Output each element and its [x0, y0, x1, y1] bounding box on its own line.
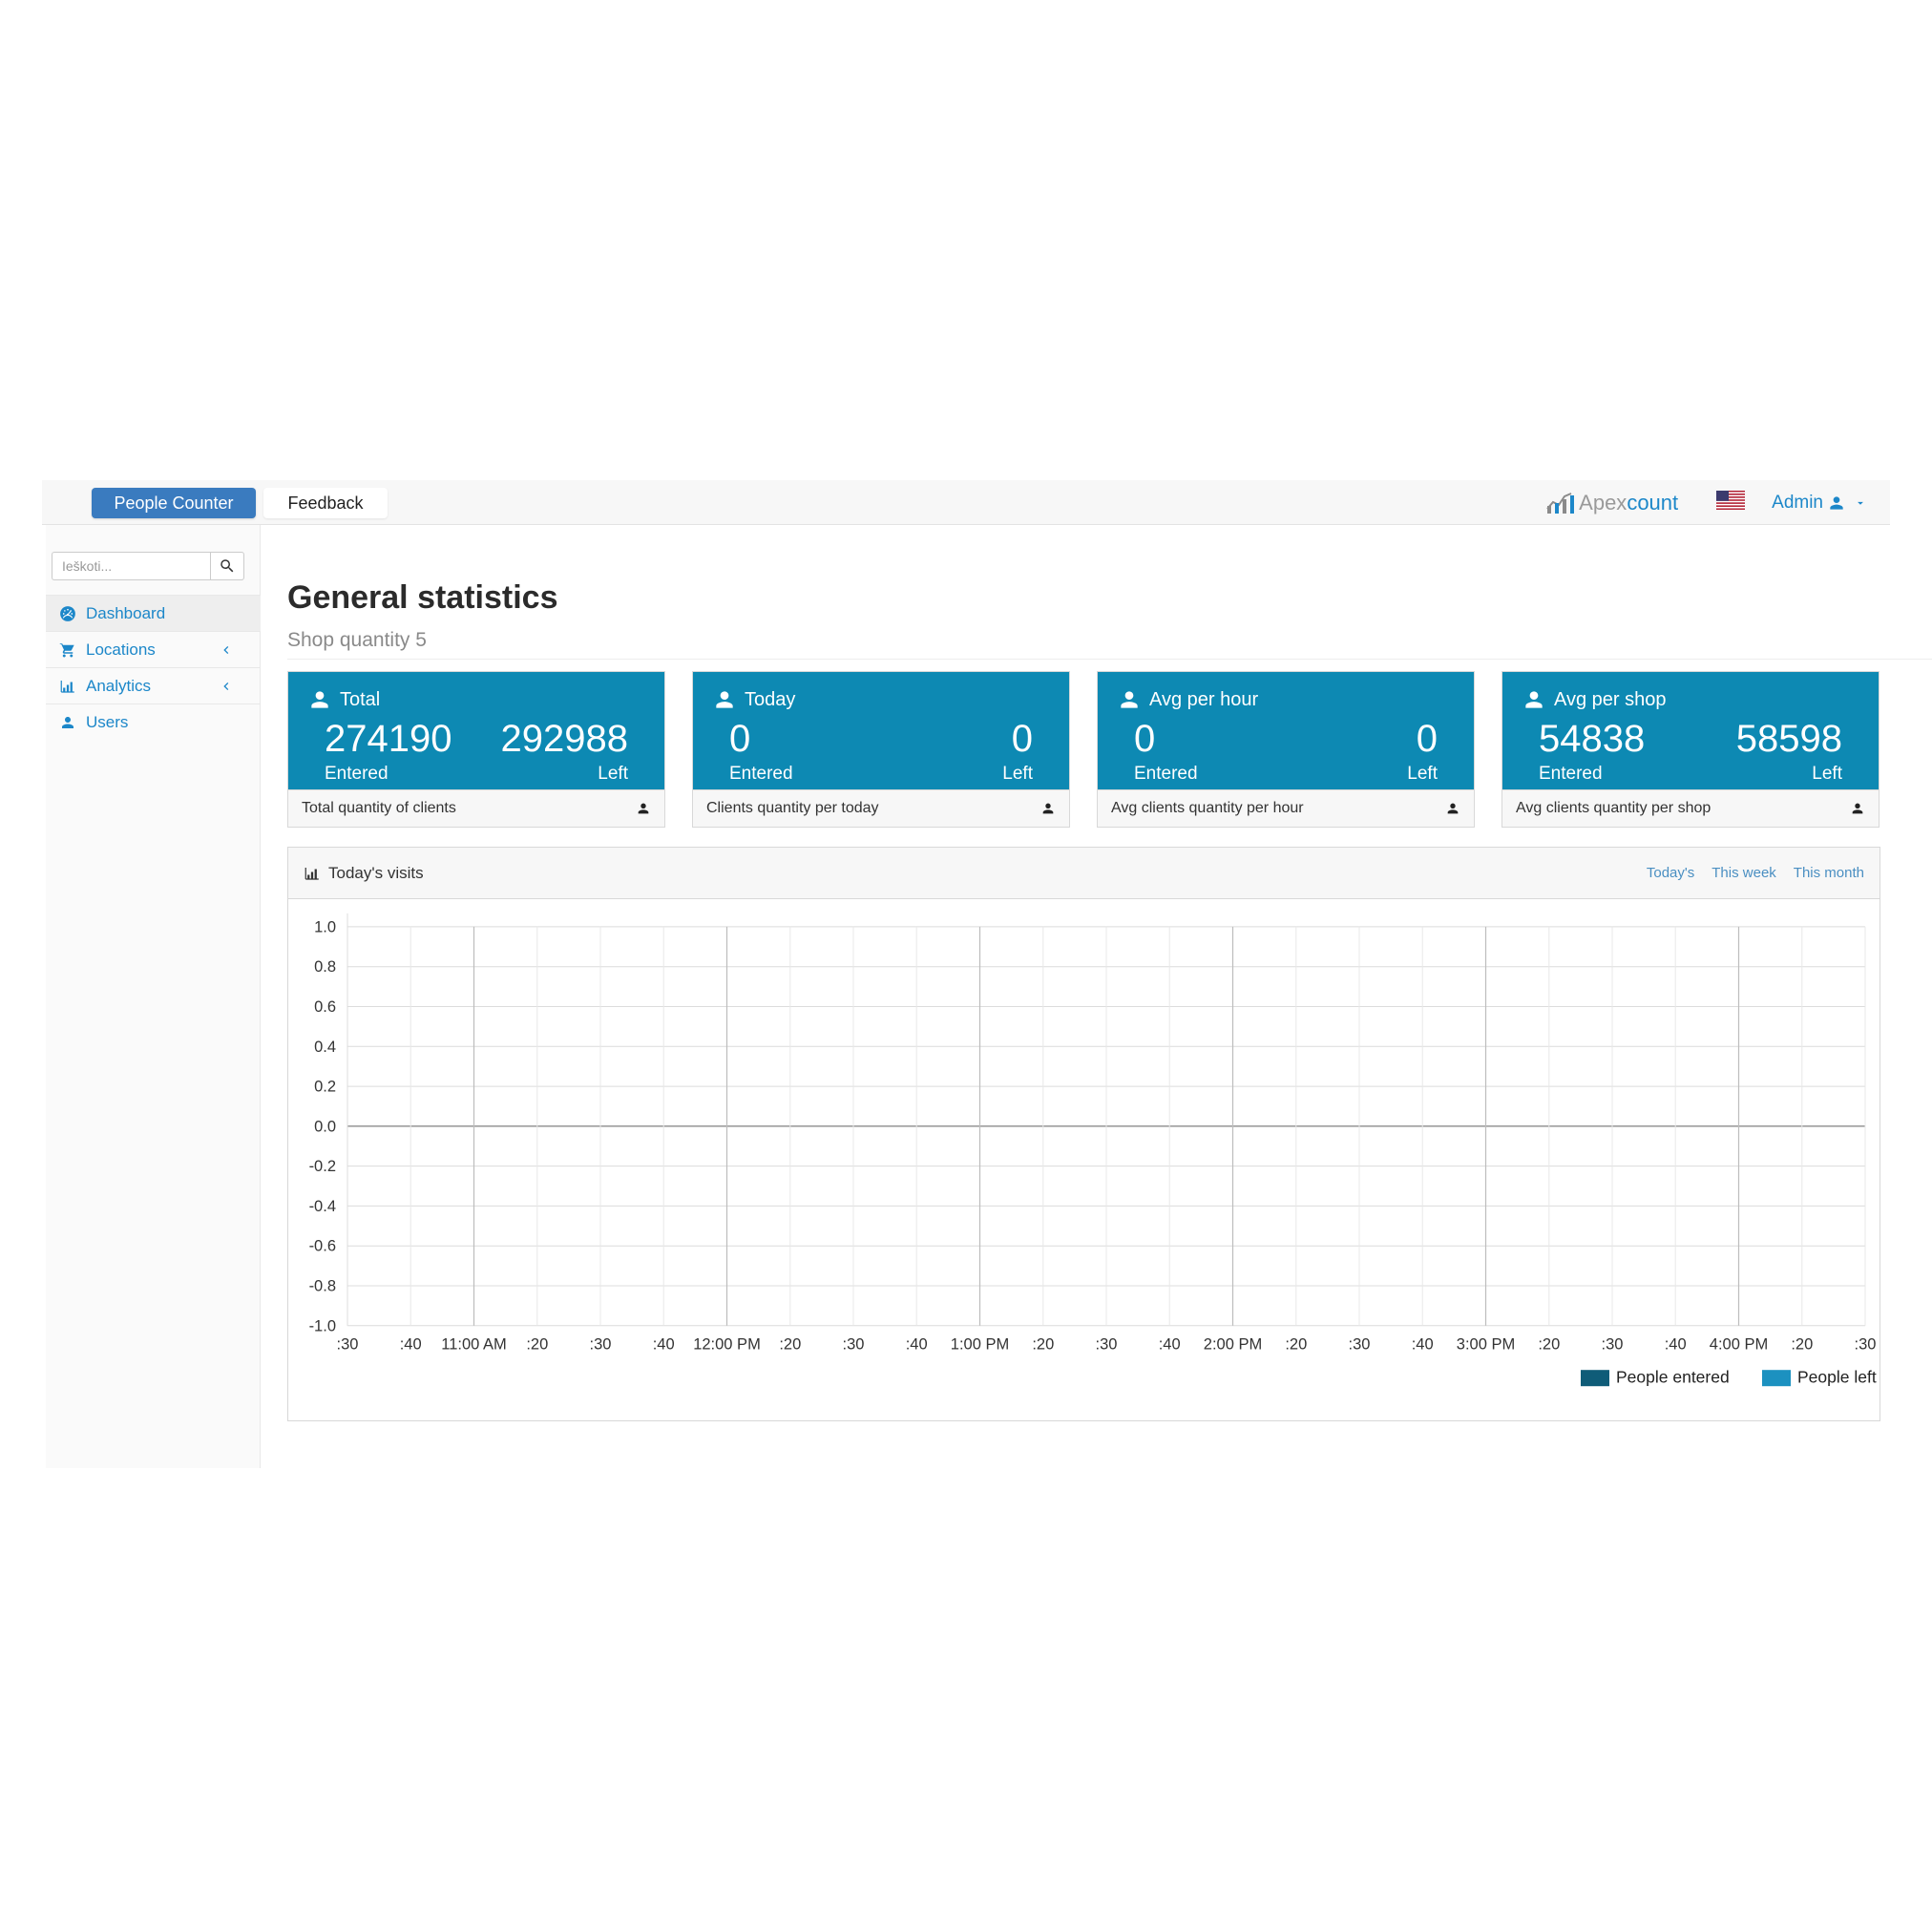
- svg-text::40: :40: [400, 1336, 422, 1354]
- svg-text:2:00 PM: 2:00 PM: [1204, 1336, 1262, 1354]
- svg-text::30: :30: [1855, 1336, 1877, 1354]
- svg-text::30: :30: [590, 1336, 612, 1354]
- svg-text:0.0: 0.0: [314, 1118, 336, 1135]
- svg-text:0.2: 0.2: [314, 1079, 336, 1096]
- svg-text::30: :30: [1602, 1336, 1624, 1354]
- svg-text::20: :20: [1791, 1336, 1813, 1354]
- svg-text::20: :20: [1032, 1336, 1054, 1354]
- svg-text::20: :20: [1538, 1336, 1560, 1354]
- svg-text:4:00 PM: 4:00 PM: [1710, 1336, 1768, 1354]
- svg-text:0.6: 0.6: [314, 998, 336, 1016]
- svg-text::30: :30: [337, 1336, 359, 1354]
- svg-text::40: :40: [906, 1336, 928, 1354]
- svg-text:0.8: 0.8: [314, 958, 336, 976]
- svg-text:People entered: People entered: [1616, 1368, 1730, 1387]
- svg-text::30: :30: [1349, 1336, 1371, 1354]
- svg-text::40: :40: [653, 1336, 675, 1354]
- svg-text:12:00 PM: 12:00 PM: [693, 1336, 761, 1354]
- svg-text::40: :40: [1412, 1336, 1434, 1354]
- svg-text:-1.0: -1.0: [309, 1317, 336, 1334]
- svg-text:1.0: 1.0: [314, 918, 336, 935]
- svg-text::20: :20: [779, 1336, 801, 1354]
- svg-text:People left: People left: [1797, 1368, 1877, 1387]
- svg-text:-0.4: -0.4: [309, 1198, 336, 1215]
- svg-text:11:00 AM: 11:00 AM: [441, 1336, 507, 1354]
- svg-text:-0.2: -0.2: [309, 1158, 336, 1175]
- svg-text::20: :20: [526, 1336, 548, 1354]
- svg-text::40: :40: [1159, 1336, 1181, 1354]
- svg-text:3:00 PM: 3:00 PM: [1457, 1336, 1515, 1354]
- svg-text:-0.6: -0.6: [309, 1238, 336, 1255]
- svg-text::30: :30: [843, 1336, 865, 1354]
- svg-text:0.4: 0.4: [314, 1039, 336, 1056]
- svg-text::40: :40: [1665, 1336, 1687, 1354]
- svg-text:1:00 PM: 1:00 PM: [951, 1336, 1009, 1354]
- svg-text::30: :30: [1096, 1336, 1118, 1354]
- svg-text::20: :20: [1285, 1336, 1307, 1354]
- svg-text:-0.8: -0.8: [309, 1278, 336, 1295]
